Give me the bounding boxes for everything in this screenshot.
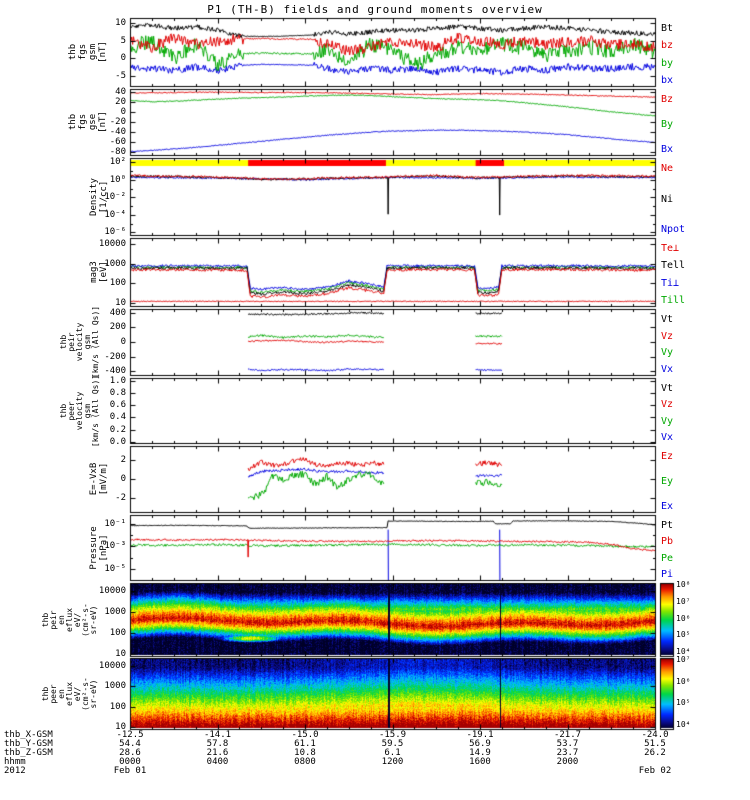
chart-figure: P1 (TH-B) fields and ground moments over… bbox=[0, 0, 750, 800]
plot-canvas bbox=[0, 0, 750, 800]
